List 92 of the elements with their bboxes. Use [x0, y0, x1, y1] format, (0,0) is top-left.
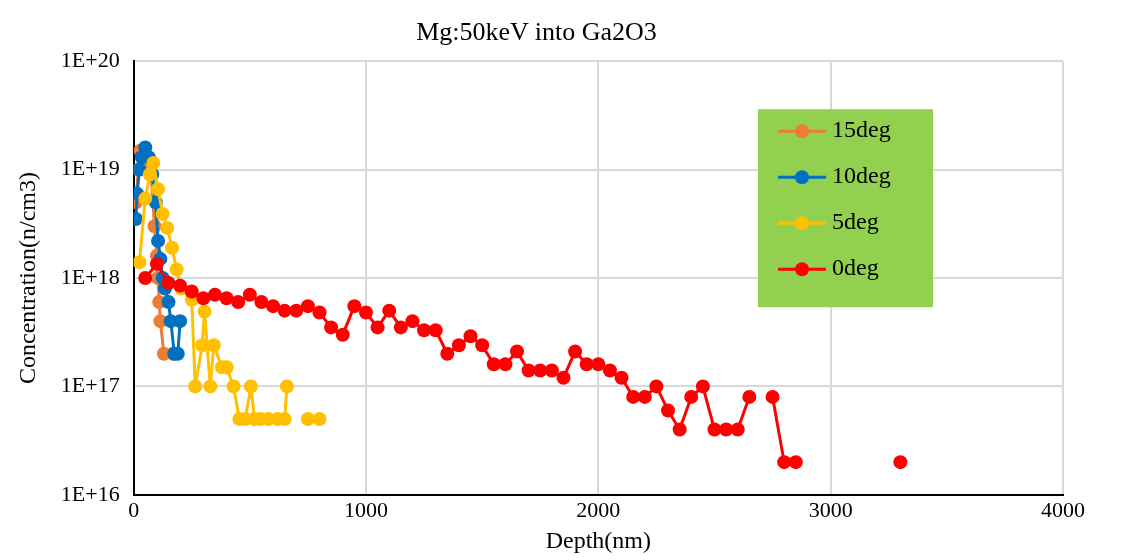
point	[146, 156, 161, 171]
point	[742, 389, 757, 404]
point	[207, 287, 222, 302]
point	[405, 314, 420, 329]
point	[188, 379, 203, 394]
point	[475, 338, 490, 353]
point	[498, 357, 513, 372]
point	[672, 422, 687, 437]
y-tick-label: 1E+17	[60, 372, 120, 398]
point	[684, 389, 699, 404]
point	[203, 379, 218, 394]
point	[661, 403, 676, 418]
point	[312, 305, 327, 320]
chart-title: Mg:50keV into Ga2O3	[416, 17, 657, 47]
point	[151, 182, 166, 197]
point	[324, 320, 339, 335]
point	[279, 379, 294, 394]
point	[173, 314, 188, 329]
legend-label: 5deg	[832, 208, 879, 235]
y-tick-label: 1E+18	[60, 263, 120, 289]
point	[161, 275, 176, 290]
point	[370, 320, 385, 335]
x-axis-title: Depth(nm)	[545, 526, 651, 553]
point	[544, 363, 559, 378]
point	[765, 389, 780, 404]
point	[591, 357, 606, 372]
point	[579, 357, 594, 372]
point	[169, 262, 184, 277]
point	[160, 220, 175, 235]
point	[649, 379, 664, 394]
point	[184, 284, 199, 299]
point	[893, 455, 908, 470]
point	[254, 295, 269, 310]
point	[393, 320, 408, 335]
x-tick-label: 0	[128, 496, 140, 522]
y-tick-label: 1E+16	[60, 480, 120, 506]
point	[196, 291, 211, 306]
point	[730, 422, 745, 437]
point	[533, 363, 548, 378]
point	[206, 338, 221, 353]
point	[521, 363, 536, 378]
point	[312, 412, 327, 427]
point	[138, 191, 153, 206]
x-tick-label: 4000	[1041, 496, 1085, 522]
point	[556, 370, 571, 385]
x-tick-label: 2000	[576, 496, 621, 522]
point	[231, 295, 246, 310]
point	[626, 389, 641, 404]
point	[777, 455, 792, 470]
point	[266, 299, 281, 314]
point	[451, 338, 466, 353]
point	[417, 323, 432, 338]
point	[151, 233, 166, 248]
legend-label: 10deg	[832, 162, 891, 189]
point	[358, 305, 373, 320]
point	[695, 379, 710, 394]
point	[149, 256, 164, 271]
point	[788, 455, 803, 470]
point	[440, 346, 455, 361]
point	[243, 379, 258, 394]
y-tick-label: 1E+20	[60, 46, 120, 72]
point	[300, 412, 315, 427]
point	[164, 240, 179, 255]
point	[347, 299, 362, 314]
point	[155, 206, 170, 221]
x-tick-label: 1000	[343, 496, 388, 522]
point	[226, 379, 241, 394]
point	[719, 422, 734, 437]
point	[289, 303, 304, 318]
point	[382, 303, 397, 318]
point	[510, 344, 524, 359]
point	[197, 304, 212, 319]
point	[138, 271, 153, 285]
legend-label: 15deg	[832, 116, 891, 143]
point	[486, 357, 501, 372]
point	[637, 389, 652, 404]
point	[133, 255, 147, 270]
point	[161, 295, 176, 310]
point	[300, 299, 315, 314]
point	[277, 303, 292, 318]
point	[614, 370, 629, 385]
point	[568, 344, 583, 359]
point	[463, 329, 478, 344]
point	[219, 291, 234, 306]
legend-label: 0deg	[832, 254, 879, 281]
point	[602, 363, 617, 378]
point	[335, 327, 350, 342]
y-tick-label: 1E+19	[60, 155, 120, 181]
point	[428, 323, 443, 338]
x-tick-label: 3000	[808, 496, 853, 522]
point	[242, 287, 257, 302]
y-axis-title: Concentration(n/cm3)	[13, 172, 40, 384]
